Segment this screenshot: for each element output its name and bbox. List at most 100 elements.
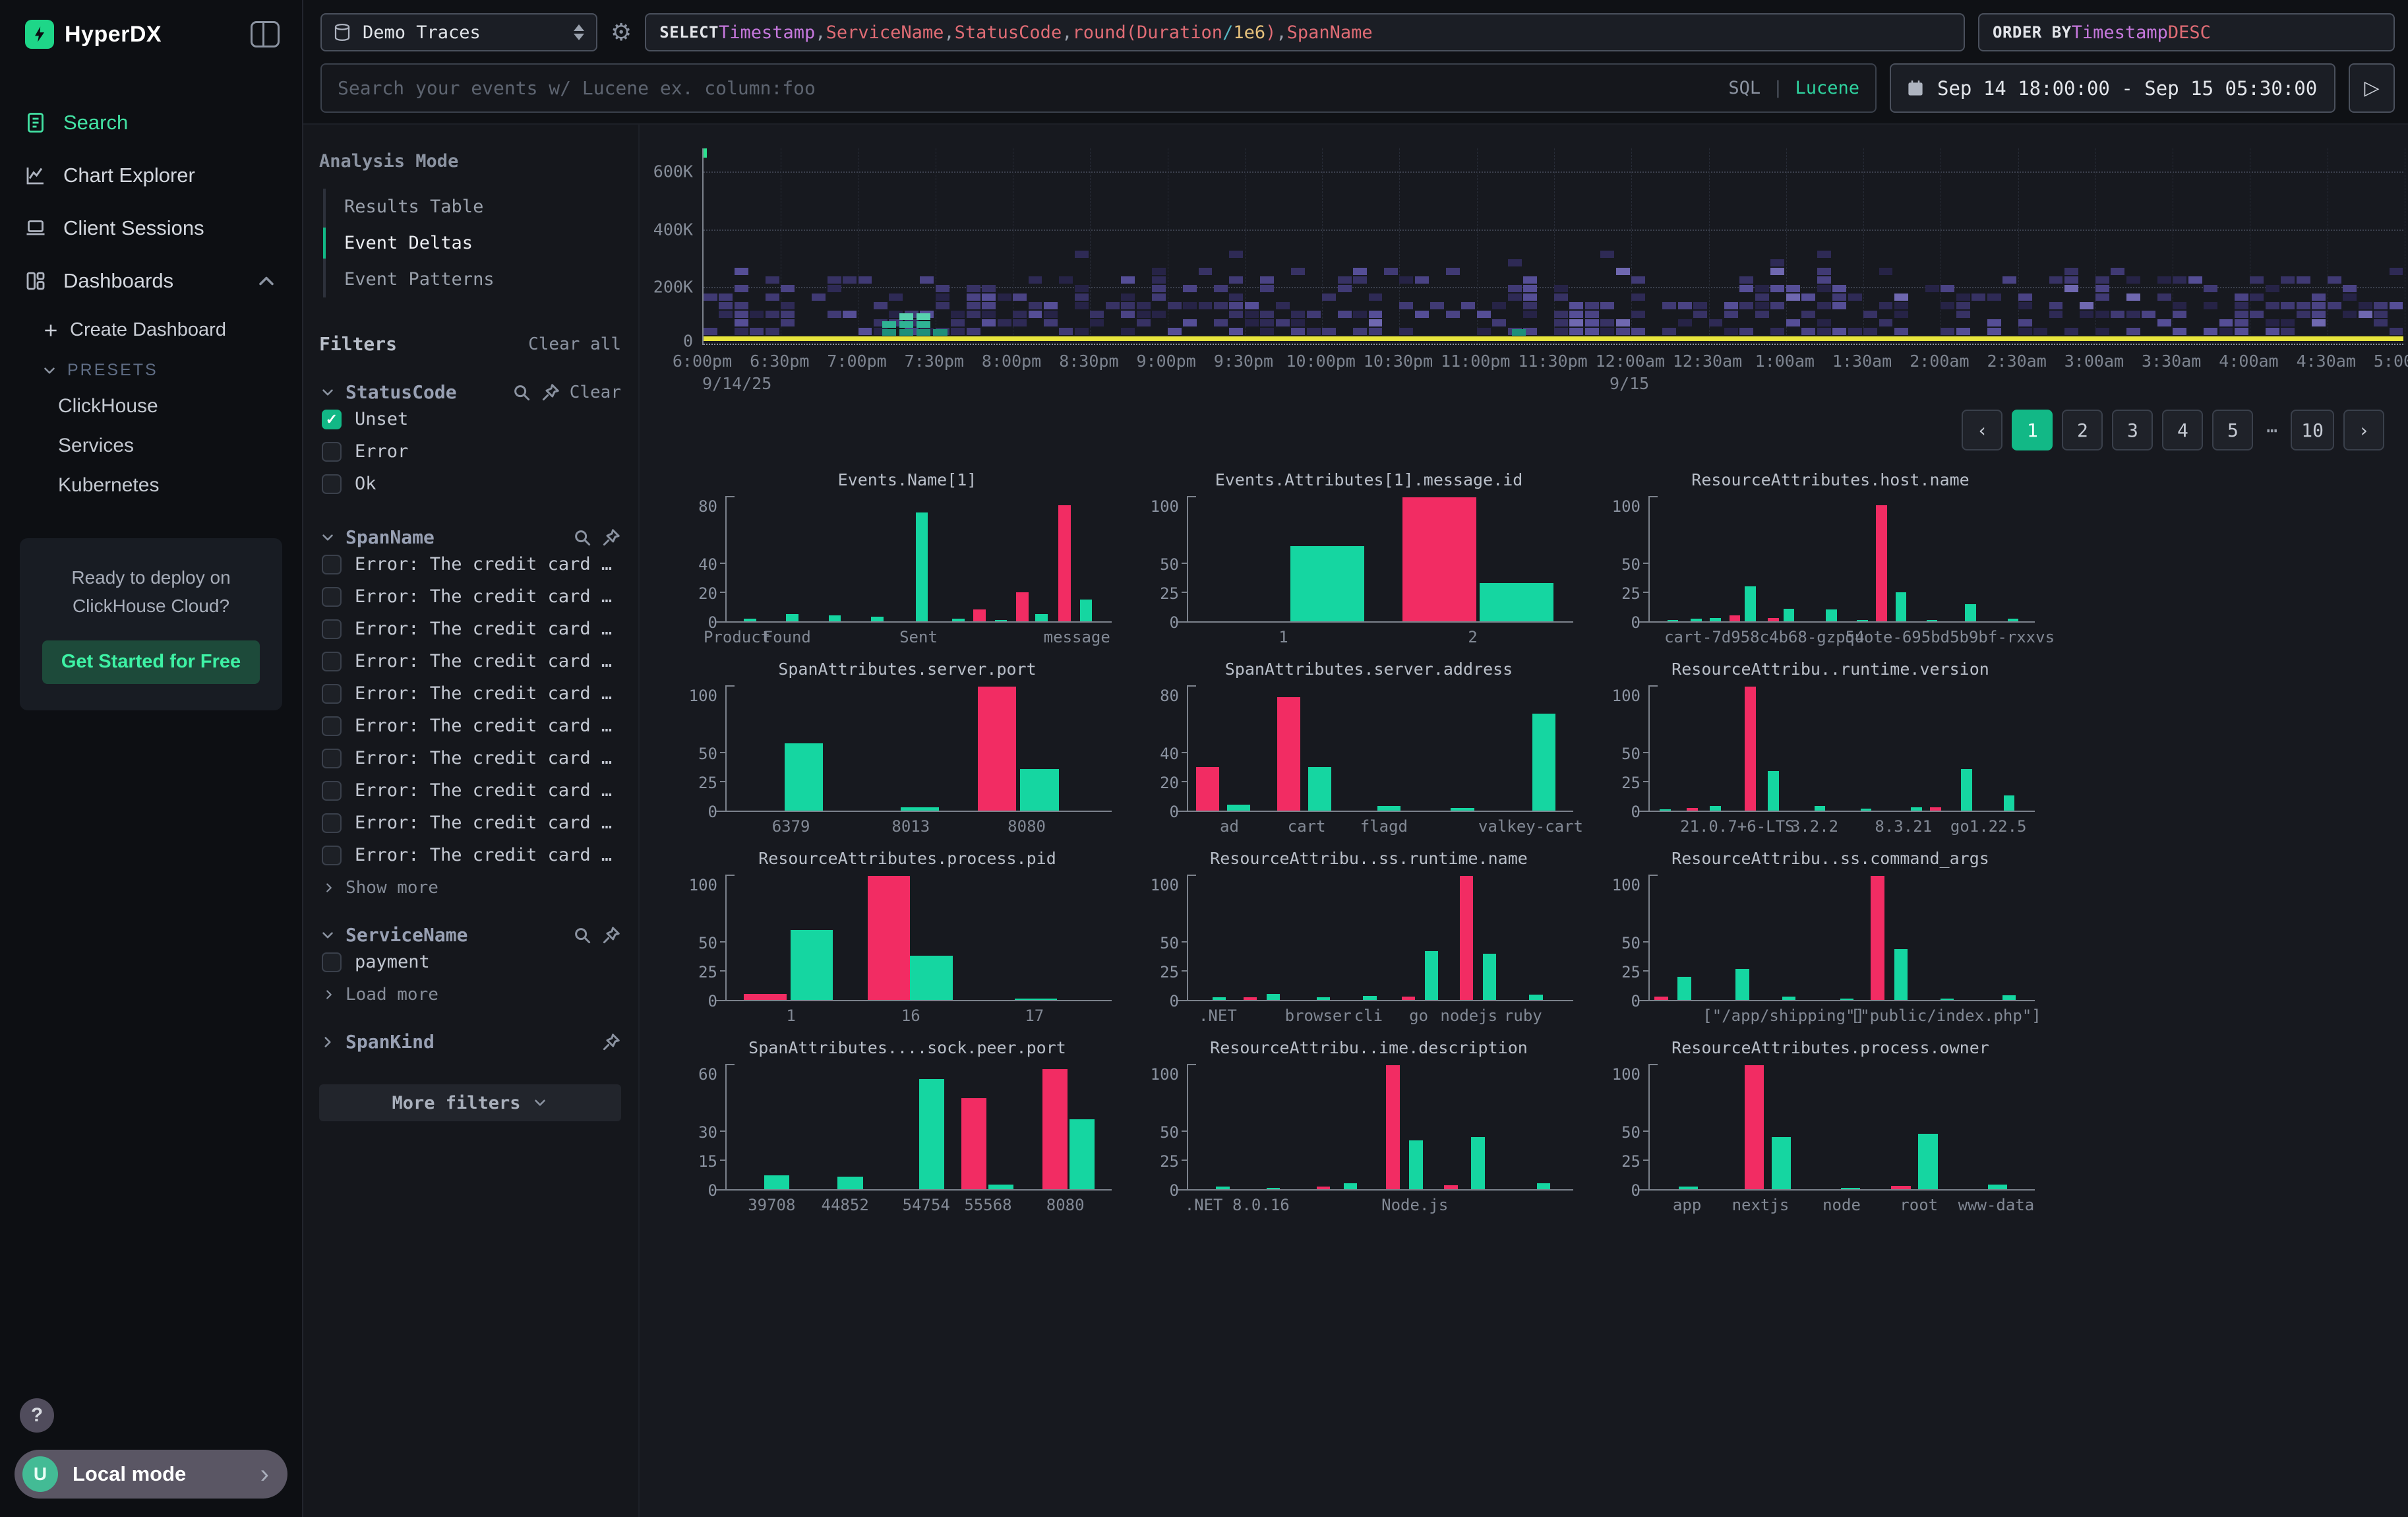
more-filters-button[interactable]: More filters xyxy=(319,1084,621,1121)
heatmap-cell xyxy=(2343,285,2357,292)
checkbox[interactable]: ✓ xyxy=(322,619,342,639)
chevron-down-icon[interactable] xyxy=(319,384,336,401)
checkbox[interactable]: ✓ xyxy=(322,748,342,768)
checkbox[interactable]: ✓ xyxy=(322,813,342,833)
filter-group-header[interactable]: SpanKind xyxy=(319,1031,621,1053)
timeline-x-axis: 6:00pm 6:30pm 7:00pm 7:30pm 8:00pm 8:30pm 9:00… xyxy=(673,352,2408,374)
pin-icon[interactable] xyxy=(601,528,621,547)
filter-option[interactable]: ✓ Unset xyxy=(319,403,621,435)
checkbox[interactable]: ✓ xyxy=(322,651,342,671)
checkbox[interactable]: ✓ xyxy=(322,716,342,736)
pin-icon[interactable] xyxy=(601,925,621,945)
chart-bar xyxy=(1451,807,1474,811)
page-button-10[interactable]: 10 xyxy=(2291,410,2334,450)
analysis-mode-event-deltas[interactable]: Event Deltas xyxy=(323,225,621,261)
chevron-right-icon[interactable] xyxy=(319,1034,336,1051)
filter-group-load-more[interactable]: Load more xyxy=(319,978,621,1005)
filter-group-header[interactable]: SpanName xyxy=(319,526,621,548)
chevron-right-icon[interactable] xyxy=(322,987,336,1002)
chevron-down-icon[interactable] xyxy=(319,529,336,546)
sidebar-preset-services[interactable]: Services xyxy=(58,435,135,456)
sidebar-item-client-sessions[interactable]: Client Sessions xyxy=(0,202,302,255)
chevron-right-icon[interactable] xyxy=(322,881,336,895)
filter-option[interactable]: ✓ Error: The credit card (… xyxy=(319,677,621,710)
page-button-1[interactable]: 1 xyxy=(2012,410,2053,450)
page-button-5[interactable]: 5 xyxy=(2212,410,2254,450)
sidebar-collapse-icon[interactable] xyxy=(251,21,280,47)
checkbox[interactable]: ✓ xyxy=(322,586,342,607)
filter-option[interactable]: ✓ Error: The credit card (… xyxy=(319,613,621,645)
chart-bar xyxy=(867,875,911,1000)
sidebar-preset-kubernetes[interactable]: Kubernetes xyxy=(58,474,160,496)
chevron-up-icon[interactable] xyxy=(255,269,278,293)
page-button-3[interactable]: 3 xyxy=(2112,410,2153,450)
create-dashboard-button[interactable]: Create Dashboard xyxy=(0,310,302,350)
page-prev-button[interactable]: ‹ xyxy=(1962,410,2003,450)
filter-option[interactable]: ✓ Error: The credit card (… xyxy=(319,710,621,742)
checkbox[interactable]: ✓ xyxy=(322,441,342,462)
filter-option[interactable]: ✓ Error: The credit card (… xyxy=(319,774,621,807)
filter-option[interactable]: ✓ Error: The credit card (… xyxy=(319,839,621,871)
help-button[interactable]: ? xyxy=(20,1398,54,1433)
delta-chart: SpanAttributes.server.port 0 25 50 100 6379 80… xyxy=(683,660,1131,837)
filter-option[interactable]: ✓ Error: The credit card (… xyxy=(319,645,621,677)
pin-icon[interactable] xyxy=(601,1032,621,1052)
checkbox[interactable]: ✓ xyxy=(322,845,342,865)
analysis-mode-results-table[interactable]: Results Table xyxy=(344,197,484,217)
search-icon[interactable] xyxy=(512,383,531,402)
filter-option[interactable]: ✓ Error: The credit card (… xyxy=(319,742,621,774)
chart-y-tick: 25 xyxy=(1621,774,1640,793)
query-token: / xyxy=(1222,22,1234,43)
search-input[interactable]: Search your events w/ Lucene ex. column:… xyxy=(320,63,1877,113)
filter-group-header[interactable]: ServiceName xyxy=(319,924,621,946)
filter-group-show-more[interactable]: Show more xyxy=(319,871,621,898)
sidebar-item-search[interactable]: Search xyxy=(0,96,302,149)
search-icon[interactable] xyxy=(572,528,592,547)
checkbox[interactable]: ✓ xyxy=(322,683,342,704)
timeline-x-tick: 8:00pm xyxy=(981,352,1042,371)
filter-option[interactable]: ✓ Error: The credit card (… xyxy=(319,807,621,839)
checkbox[interactable]: ✓ xyxy=(322,409,342,429)
clear-all-button[interactable]: Clear all xyxy=(528,334,621,354)
filter-option[interactable]: ✓ Error: The credit card (… xyxy=(319,548,621,580)
heatmap-cell xyxy=(2080,302,2094,309)
gear-icon[interactable]: ⚙ xyxy=(611,18,632,46)
chevron-down-icon[interactable] xyxy=(319,927,336,944)
checkbox[interactable]: ✓ xyxy=(322,474,342,494)
analysis-mode-event-patterns[interactable]: Event Patterns xyxy=(344,269,495,290)
filter-option[interactable]: ✓ Error xyxy=(319,435,621,468)
search-icon[interactable] xyxy=(572,925,592,945)
filter-group-servicename: ServiceName✓ payment Load more xyxy=(319,924,621,1005)
checkbox[interactable]: ✓ xyxy=(322,780,342,801)
heatmap-cell xyxy=(1013,294,1027,301)
axis-tick xyxy=(1643,563,1650,565)
checkbox[interactable]: ✓ xyxy=(322,554,342,574)
timeline-plot[interactable] xyxy=(702,148,2405,345)
filter-group-header[interactable]: StatusCode Clear xyxy=(319,381,621,403)
page-button-2[interactable]: 2 xyxy=(2062,410,2103,450)
select-query-input[interactable]: SELECT Timestamp, ServiceName, StatusCod… xyxy=(645,13,1965,51)
heatmap-cell xyxy=(734,319,748,326)
run-query-button[interactable]: ▷ xyxy=(2349,63,2395,113)
order-by-input[interactable]: ORDER BY Timestamp DESC xyxy=(1978,13,2395,51)
page-next-button[interactable]: › xyxy=(2343,410,2384,450)
user-menu[interactable]: U Local mode › xyxy=(15,1450,287,1499)
date-range-picker[interactable]: Sep 14 18:00:00 - Sep 15 05:30:00 xyxy=(1890,63,2335,113)
filter-option[interactable]: ✓ payment xyxy=(319,946,621,978)
source-select[interactable]: Demo Traces xyxy=(320,13,597,51)
presets-toggle[interactable]: PRESETS xyxy=(0,350,302,387)
pin-icon[interactable] xyxy=(541,383,560,402)
get-started-button[interactable]: Get Started for Free xyxy=(42,640,260,684)
filter-option[interactable]: ✓ Ok xyxy=(319,468,621,500)
sidebar-item-label: Search xyxy=(63,111,129,134)
sidebar-preset-clickhouse[interactable]: ClickHouse xyxy=(58,395,158,417)
lang-toggle-sql[interactable]: SQL xyxy=(1728,78,1761,98)
lang-toggle-lucene[interactable]: Lucene xyxy=(1795,78,1859,98)
chart-bar xyxy=(1401,996,1416,1000)
clear-filter-button[interactable]: Clear xyxy=(569,382,621,402)
checkbox[interactable]: ✓ xyxy=(322,952,342,972)
sidebar-item-chart-explorer[interactable]: Chart Explorer xyxy=(0,149,302,202)
filter-option[interactable]: ✓ Error: The credit card (… xyxy=(319,580,621,613)
page-button-4[interactable]: 4 xyxy=(2162,410,2204,450)
sidebar-item-dashboards[interactable]: Dashboards xyxy=(0,255,302,307)
